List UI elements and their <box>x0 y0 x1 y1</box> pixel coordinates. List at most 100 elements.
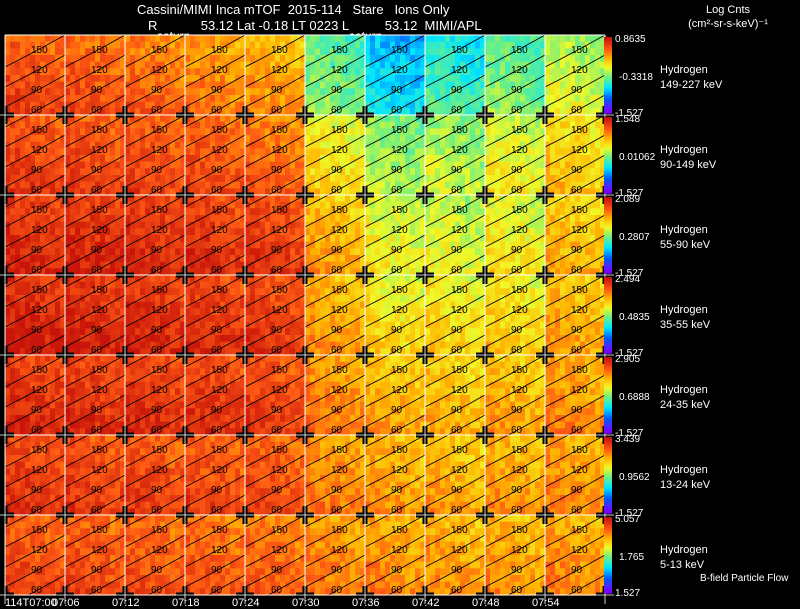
contour-label: 90 <box>511 565 523 576</box>
contour-label: 60 <box>451 185 463 196</box>
contour-line <box>244 574 306 608</box>
contour-label: 60 <box>151 105 163 116</box>
contour-line <box>64 494 126 528</box>
contour-line <box>424 294 486 328</box>
contour-line <box>124 434 186 468</box>
contour-label: 60 <box>211 265 223 276</box>
contour-label: 150 <box>451 365 468 376</box>
crosshair-marker <box>476 586 494 604</box>
contour-label: 60 <box>391 185 403 196</box>
contour-label: 90 <box>331 405 343 416</box>
crosshair-marker <box>416 186 434 204</box>
contour-label: 120 <box>31 225 48 236</box>
contour-line <box>184 134 246 168</box>
contour-label: 120 <box>151 305 168 316</box>
time-tick-label: 07:24 <box>232 597 260 609</box>
contour-label: 60 <box>31 105 43 116</box>
contour-label: 120 <box>331 225 348 236</box>
contour-label: 150 <box>391 285 408 296</box>
contour-line <box>64 74 126 108</box>
contour-line <box>184 514 246 548</box>
contour-label: 90 <box>511 405 523 416</box>
contour-line <box>304 454 366 488</box>
crosshair-marker <box>116 266 134 284</box>
contour-line <box>124 334 186 368</box>
contour-line <box>544 574 606 608</box>
contour-label: 60 <box>571 585 583 596</box>
crosshair-marker <box>236 186 254 204</box>
panel-r6-c4 <box>245 515 306 596</box>
contour-line <box>184 294 246 328</box>
crosshair-marker <box>0 426 14 444</box>
contour-line <box>424 494 486 528</box>
contour-line <box>544 394 606 428</box>
contour-label: 120 <box>271 65 288 76</box>
time-tick-label: 07:42 <box>412 597 440 609</box>
contour-label: 90 <box>211 165 223 176</box>
crosshair-marker <box>536 426 554 444</box>
contour-line <box>4 234 66 268</box>
contour-line <box>244 74 306 108</box>
crosshair-marker <box>0 506 14 524</box>
contour-line <box>484 494 546 528</box>
contour-line <box>124 414 186 448</box>
contour-line <box>424 34 486 68</box>
contour-line <box>544 214 606 248</box>
contour-label: 90 <box>271 245 283 256</box>
time-tick-label: 07:18 <box>172 597 200 609</box>
contour-label: 150 <box>571 205 588 216</box>
contour-label: 90 <box>31 565 43 576</box>
contour-label: 90 <box>511 325 523 336</box>
panel-r2-c8 <box>485 195 546 276</box>
panel-r0-c5 <box>305 35 366 116</box>
contour-line <box>4 434 66 468</box>
contour-label: 150 <box>31 125 48 136</box>
panel-r5-c8 <box>485 435 546 516</box>
contour-label: 120 <box>331 305 348 316</box>
crosshair-marker <box>416 426 434 444</box>
contour-label: 120 <box>571 465 588 476</box>
crosshair-marker <box>536 186 554 204</box>
contour-line <box>364 434 426 468</box>
colorbar-title-line1: Log Cnts <box>705 4 751 16</box>
contour-line <box>244 314 306 348</box>
contour-line <box>364 414 426 448</box>
contour-line <box>424 254 486 288</box>
contour-label: 60 <box>271 505 283 516</box>
contour-label: 90 <box>91 565 103 576</box>
contour-line <box>4 394 66 428</box>
contour-label: 120 <box>331 145 348 156</box>
contour-line <box>484 34 546 68</box>
contour-label: 120 <box>451 145 468 156</box>
contour-label: 60 <box>31 585 43 596</box>
contour-label: 60 <box>391 505 403 516</box>
colorbar-r3 <box>604 277 612 354</box>
contour-line <box>544 294 606 328</box>
crosshair-marker <box>56 186 74 204</box>
contour-line <box>184 34 246 68</box>
contour-line <box>184 434 246 468</box>
crosshair-marker <box>416 346 434 364</box>
species-label: Hydrogen <box>660 144 708 156</box>
contour-line <box>484 254 546 288</box>
panel-r6-c9 <box>545 515 606 596</box>
contour-label: 90 <box>511 245 523 256</box>
contour-line <box>64 54 126 88</box>
contour-line <box>364 294 426 328</box>
contour-label: 60 <box>31 265 43 276</box>
contour-label: 90 <box>271 485 283 496</box>
crosshair-marker <box>56 506 74 524</box>
contour-label: 60 <box>451 105 463 116</box>
contour-label: 150 <box>271 445 288 456</box>
contour-label: 120 <box>151 465 168 476</box>
contour-line <box>184 194 246 228</box>
contour-line <box>364 54 426 88</box>
contour-line <box>4 34 66 68</box>
contour-label: 120 <box>31 545 48 556</box>
contour-label: 90 <box>391 325 403 336</box>
contour-line <box>364 154 426 188</box>
contour-line <box>4 454 66 488</box>
panel-r2-c0 <box>5 195 66 276</box>
crosshair-marker <box>356 586 374 604</box>
contour-label: 120 <box>211 465 228 476</box>
